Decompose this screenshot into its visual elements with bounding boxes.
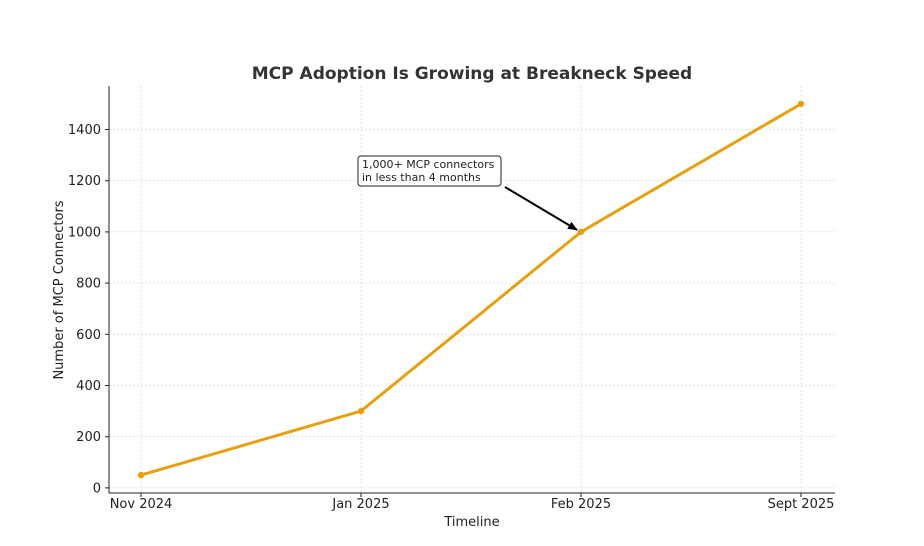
y-tick-label: 1200 (68, 174, 101, 189)
annotation-line-2: in less than 4 months (362, 171, 481, 184)
data-point (797, 100, 805, 108)
chart-title: MCP Adoption Is Growing at Breakneck Spe… (252, 64, 692, 84)
y-axis-label: Number of MCP Connectors (52, 200, 67, 379)
x-tick-label: Nov 2024 (110, 497, 173, 512)
x-tick-label: Jan 2025 (331, 497, 389, 512)
series (137, 100, 805, 479)
y-tick-label: 0 (93, 481, 101, 496)
annotation: 1,000+ MCP connectors in less than 4 mon… (357, 155, 578, 231)
y-tick-label: 1000 (68, 225, 101, 240)
y-tick-label: 200 (76, 430, 101, 445)
x-tick-label: Feb 2025 (551, 497, 611, 512)
y-tick-label: 800 (76, 277, 101, 292)
annotation-box (357, 155, 502, 187)
x-ticks: Nov 2024 Jan 2025 Feb 2025 Sept 2025 (110, 493, 835, 512)
y-tick-label: 600 (76, 328, 101, 343)
y-tick-label: 400 (76, 379, 101, 394)
data-point (577, 228, 585, 236)
x-axis-label: Timeline (443, 515, 499, 530)
x-tick-label: Sept 2025 (768, 497, 835, 512)
y-ticks: 0 200 400 600 800 1000 1200 1400 (68, 123, 109, 496)
data-point (357, 407, 365, 415)
grid-lines (109, 86, 835, 493)
series-line (140, 102, 802, 477)
annotation-arrow (504, 186, 578, 231)
y-tick-label: 1400 (68, 123, 101, 138)
data-point (137, 471, 145, 479)
annotation-line-1: 1,000+ MCP connectors (362, 158, 495, 171)
